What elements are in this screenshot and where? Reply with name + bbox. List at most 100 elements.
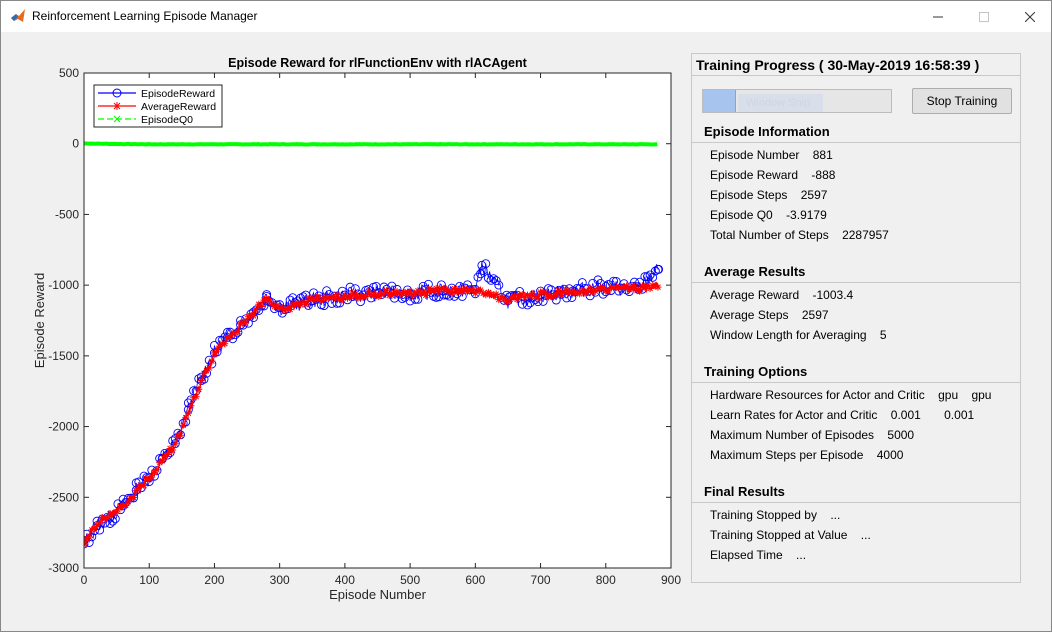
panel-title: Training Progress ( 30-May-2019 16:58:39…	[696, 57, 980, 73]
minimize-button[interactable]	[915, 1, 961, 32]
episode-steps-value: 2597	[800, 188, 828, 202]
episode-steps-row: Episode Steps 2597	[710, 188, 828, 202]
average-reward-point	[330, 294, 338, 302]
training-progress-bar: Window Snip	[702, 89, 892, 113]
average-reward-point	[471, 289, 479, 297]
plot-series-group	[84, 141, 664, 549]
episode-reward-point	[476, 269, 486, 279]
average-reward-point	[576, 290, 584, 298]
average-reward-point	[281, 307, 289, 315]
average-reward-point	[197, 376, 205, 384]
y-tick-label: -500	[55, 207, 79, 221]
divider	[692, 142, 1020, 143]
average-reward-point	[534, 294, 542, 302]
x-tick-label: 600	[465, 573, 485, 587]
average-reward-point	[226, 333, 234, 341]
training-progress-panel: Training Progress ( 30-May-2019 16:58:39…	[691, 53, 1021, 583]
average-reward-point	[518, 291, 526, 299]
average-reward-point	[145, 476, 153, 484]
average-reward-point	[492, 290, 500, 298]
max-episodes-row: Maximum Number of Episodes 5000	[710, 428, 915, 442]
maximize-icon	[979, 11, 989, 22]
window-length-row: Window Length for Averaging 5	[710, 328, 887, 342]
average-reward-point	[158, 457, 166, 465]
average-reward-point	[484, 288, 492, 296]
average-reward-point	[628, 283, 636, 291]
y-tick-label: -2000	[48, 420, 79, 434]
average-reward-point	[497, 293, 505, 301]
average-reward-point	[417, 289, 425, 297]
average-reward-point	[380, 289, 388, 297]
x-tick-label: 300	[270, 573, 290, 587]
average-reward-point	[524, 291, 532, 299]
section-heading-training-options: Training Options	[704, 364, 808, 379]
close-icon	[1025, 11, 1035, 22]
episode-reward-point	[196, 376, 206, 386]
average-reward-point	[617, 284, 625, 292]
average-reward-point	[563, 286, 571, 294]
average-steps-value: 2597	[801, 308, 829, 322]
average-reward-point	[654, 283, 662, 291]
close-button[interactable]	[1007, 1, 1052, 32]
average-reward-point	[513, 296, 521, 304]
average-reward-point	[341, 292, 349, 300]
y-tick-label: -2500	[48, 490, 79, 504]
average-reward-point	[565, 289, 573, 297]
average-reward-point	[440, 284, 448, 292]
average-reward-point	[490, 292, 498, 300]
average-reward-point	[651, 281, 659, 289]
average-reward-point	[448, 290, 456, 298]
average-reward-point	[114, 506, 122, 514]
average-reward-point	[310, 296, 318, 304]
average-reward-point	[273, 301, 281, 309]
average-reward-point	[143, 474, 151, 482]
average-reward-point	[432, 284, 440, 292]
average-reward-point	[573, 289, 581, 297]
plot-background	[84, 73, 671, 568]
episode-reward-point	[577, 278, 587, 288]
average-reward-point	[510, 292, 518, 300]
window-title: Reinforcement Learning Episode Manager	[32, 9, 258, 23]
average-reward-point	[644, 281, 652, 289]
average-reward-point	[169, 446, 177, 454]
average-reward-point	[237, 320, 245, 328]
episode-reward-point	[332, 298, 342, 308]
average-reward-point	[263, 294, 271, 302]
average-reward-point	[568, 287, 576, 295]
episode-reward-point	[477, 260, 487, 270]
average-reward-point	[244, 313, 252, 321]
training-stopped-at-value: ...	[860, 528, 871, 542]
average-reward-point	[265, 296, 273, 304]
title-bar[interactable]: Reinforcement Learning Episode Manager	[1, 1, 1051, 32]
average-reward-point	[422, 291, 430, 299]
episode-reward-point	[523, 300, 532, 310]
average-reward-point	[362, 293, 370, 301]
average-reward-point	[427, 286, 435, 294]
average-reward-point	[411, 290, 419, 298]
average-reward-point	[495, 296, 503, 304]
training-stopped-by-row: Training Stopped by ...	[710, 508, 841, 522]
matlab-icon	[11, 9, 25, 22]
average-reward-point	[646, 284, 654, 292]
average-reward-point	[127, 494, 135, 502]
average-reward-point	[461, 284, 469, 292]
x-tick-label: 0	[81, 573, 88, 587]
reward-plot[interactable]: Episode Reward for rlFunctionEnv with rl…	[1, 33, 691, 633]
average-reward-point	[171, 440, 179, 448]
average-reward-point	[367, 290, 375, 298]
average-reward-point	[257, 303, 265, 311]
average-reward-point	[320, 293, 328, 301]
maximize-button[interactable]	[961, 1, 1007, 32]
average-reward-point	[177, 431, 185, 439]
x-axis-label: Episode Number	[329, 587, 426, 602]
average-reward-point	[278, 304, 286, 312]
legend-marker	[113, 115, 121, 123]
average-reward-point	[469, 286, 477, 294]
average-reward-value: -1003.4	[812, 288, 854, 302]
average-reward-point	[325, 294, 333, 302]
y-tick-label: -3000	[48, 561, 79, 575]
divider	[692, 282, 1020, 283]
average-reward-point	[229, 330, 237, 338]
stop-training-button[interactable]: Stop Training	[912, 88, 1012, 114]
